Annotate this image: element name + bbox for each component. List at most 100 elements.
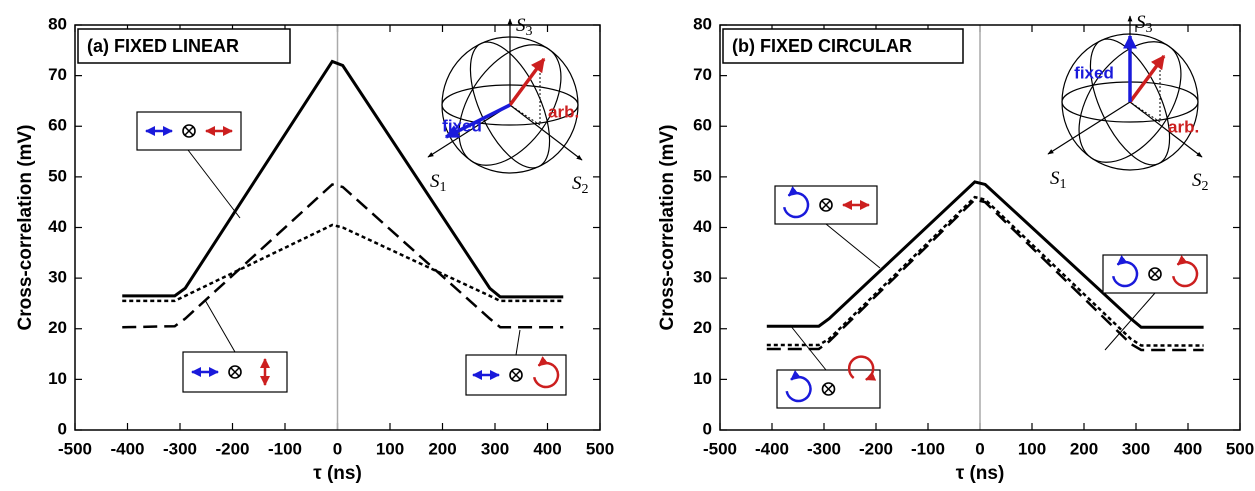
y-tick-label: 70 xyxy=(48,65,67,84)
fixed-vector xyxy=(444,103,511,139)
sphere-axis xyxy=(509,104,583,161)
plot-frame xyxy=(74,24,601,431)
y-tick-label: 30 xyxy=(693,268,712,287)
x-tick-label: 0 xyxy=(333,439,342,458)
arb-label: arb. xyxy=(1168,117,1199,136)
fixed-label: fixed xyxy=(442,116,482,135)
otimes-icon xyxy=(819,198,833,212)
sphere-axis-index: 2 xyxy=(1202,179,1209,194)
sphere-axis-symbol: S xyxy=(1192,170,1202,191)
otimes-icon xyxy=(1148,267,1162,281)
otimes-icon xyxy=(184,126,194,136)
y-axis-label: Cross-correlation (mV) xyxy=(15,125,36,331)
leader-line xyxy=(789,324,827,371)
sphere-axis xyxy=(1047,101,1131,155)
sphere-axis-label: S3 xyxy=(516,15,533,39)
sphere-axis-symbol: S xyxy=(1050,168,1060,189)
x-tick-label: 300 xyxy=(481,439,509,458)
x-tick-label: 200 xyxy=(1070,439,1098,458)
y-tick-label: 10 xyxy=(48,369,67,388)
x-tick-label: -400 xyxy=(755,439,789,458)
series-line xyxy=(122,59,564,299)
x-tick-label: -500 xyxy=(58,439,92,458)
x-tick-label: -300 xyxy=(163,439,197,458)
circular-arrow-icon xyxy=(1171,255,1199,288)
series-line xyxy=(766,180,1204,329)
x-tick-label: 0 xyxy=(975,439,984,458)
y-tick-label: 60 xyxy=(48,116,67,135)
y-tick-label: 20 xyxy=(48,318,67,337)
x-tick-label: 400 xyxy=(1174,439,1202,458)
circular-arrow-icon xyxy=(785,370,812,403)
sphere-axis-label: S1 xyxy=(430,171,447,195)
otimes-icon xyxy=(823,384,834,394)
sphere-axis xyxy=(1129,101,1203,158)
x-tick-label: -200 xyxy=(859,439,893,458)
sphere-axis-label: S3 xyxy=(1136,12,1153,36)
arb-vector xyxy=(508,57,546,107)
circular-arrow-icon xyxy=(782,186,810,219)
sphere-axis-index: 2 xyxy=(582,182,589,197)
y-tick-label: 40 xyxy=(48,217,67,236)
sphere-axis-index: 1 xyxy=(1060,177,1067,192)
y-tick-label: 80 xyxy=(693,14,712,33)
circular-arrow-icon xyxy=(847,355,877,381)
projection xyxy=(1129,62,1161,123)
fixed-label: fixed xyxy=(1074,63,1114,82)
sphere-axis-symbol: S xyxy=(572,173,582,194)
sphere-axis-index: 1 xyxy=(440,180,447,195)
otimes-icon xyxy=(228,365,242,379)
x-tick-label: -100 xyxy=(911,439,945,458)
x-tick-label: -200 xyxy=(215,439,249,458)
y-axis-label: Cross-correlation (mV) xyxy=(657,125,678,331)
sphere-axis-label: S2 xyxy=(572,173,589,197)
x-tick-label: -300 xyxy=(807,439,841,458)
panel-title: (a) FIXED LINEAR xyxy=(87,36,239,56)
plot-frame xyxy=(719,24,1241,431)
y-tick-label: 70 xyxy=(693,65,712,84)
y-tick-label: 50 xyxy=(48,166,67,185)
y-tick-label: 10 xyxy=(693,369,712,388)
series-line xyxy=(122,223,564,303)
x-tick-label: 500 xyxy=(586,439,614,458)
sphere-axis-symbol: S xyxy=(516,15,526,36)
y-tick-label: 0 xyxy=(58,419,67,438)
sphere-meridian xyxy=(458,44,562,166)
y-tick-label: 30 xyxy=(48,268,67,287)
sphere-axis-index: 3 xyxy=(1146,21,1153,36)
arb-label: arb. xyxy=(548,102,579,121)
title-box xyxy=(722,28,964,64)
title-box xyxy=(77,28,291,64)
y-tick-label: 60 xyxy=(693,116,712,135)
leader-line xyxy=(1104,292,1156,351)
leader-line xyxy=(825,223,881,269)
projection xyxy=(509,65,541,126)
leader-line xyxy=(204,299,236,353)
otimes-icon xyxy=(821,382,836,396)
x-tick-label: 100 xyxy=(1018,439,1046,458)
circular-arrow-icon xyxy=(1111,255,1139,288)
otimes-icon xyxy=(511,370,521,380)
otimes-icon xyxy=(230,367,240,377)
x-tick-label: 400 xyxy=(533,439,561,458)
x-tick-label: 200 xyxy=(428,439,456,458)
otimes-icon xyxy=(182,124,196,138)
x-tick-label: 100 xyxy=(376,439,404,458)
otimes-icon xyxy=(509,368,523,382)
sphere-meridian xyxy=(1089,38,1171,166)
y-tick-label: 20 xyxy=(693,318,712,337)
sphere-axis-symbol: S xyxy=(1136,12,1146,33)
x-tick-label: 500 xyxy=(1226,439,1254,458)
series-line xyxy=(766,198,1204,352)
x-tick-label: -500 xyxy=(703,439,737,458)
circular-arrow-icon xyxy=(532,356,560,389)
x-tick-label: -400 xyxy=(110,439,144,458)
y-tick-label: 80 xyxy=(48,14,67,33)
y-tick-label: 0 xyxy=(703,419,712,438)
y-tick-label: 50 xyxy=(693,166,712,185)
leader-line xyxy=(187,149,241,219)
x-tick-label: 300 xyxy=(1122,439,1150,458)
arb-vector xyxy=(1128,54,1166,104)
x-axis-label: τ (ns) xyxy=(956,463,1005,484)
